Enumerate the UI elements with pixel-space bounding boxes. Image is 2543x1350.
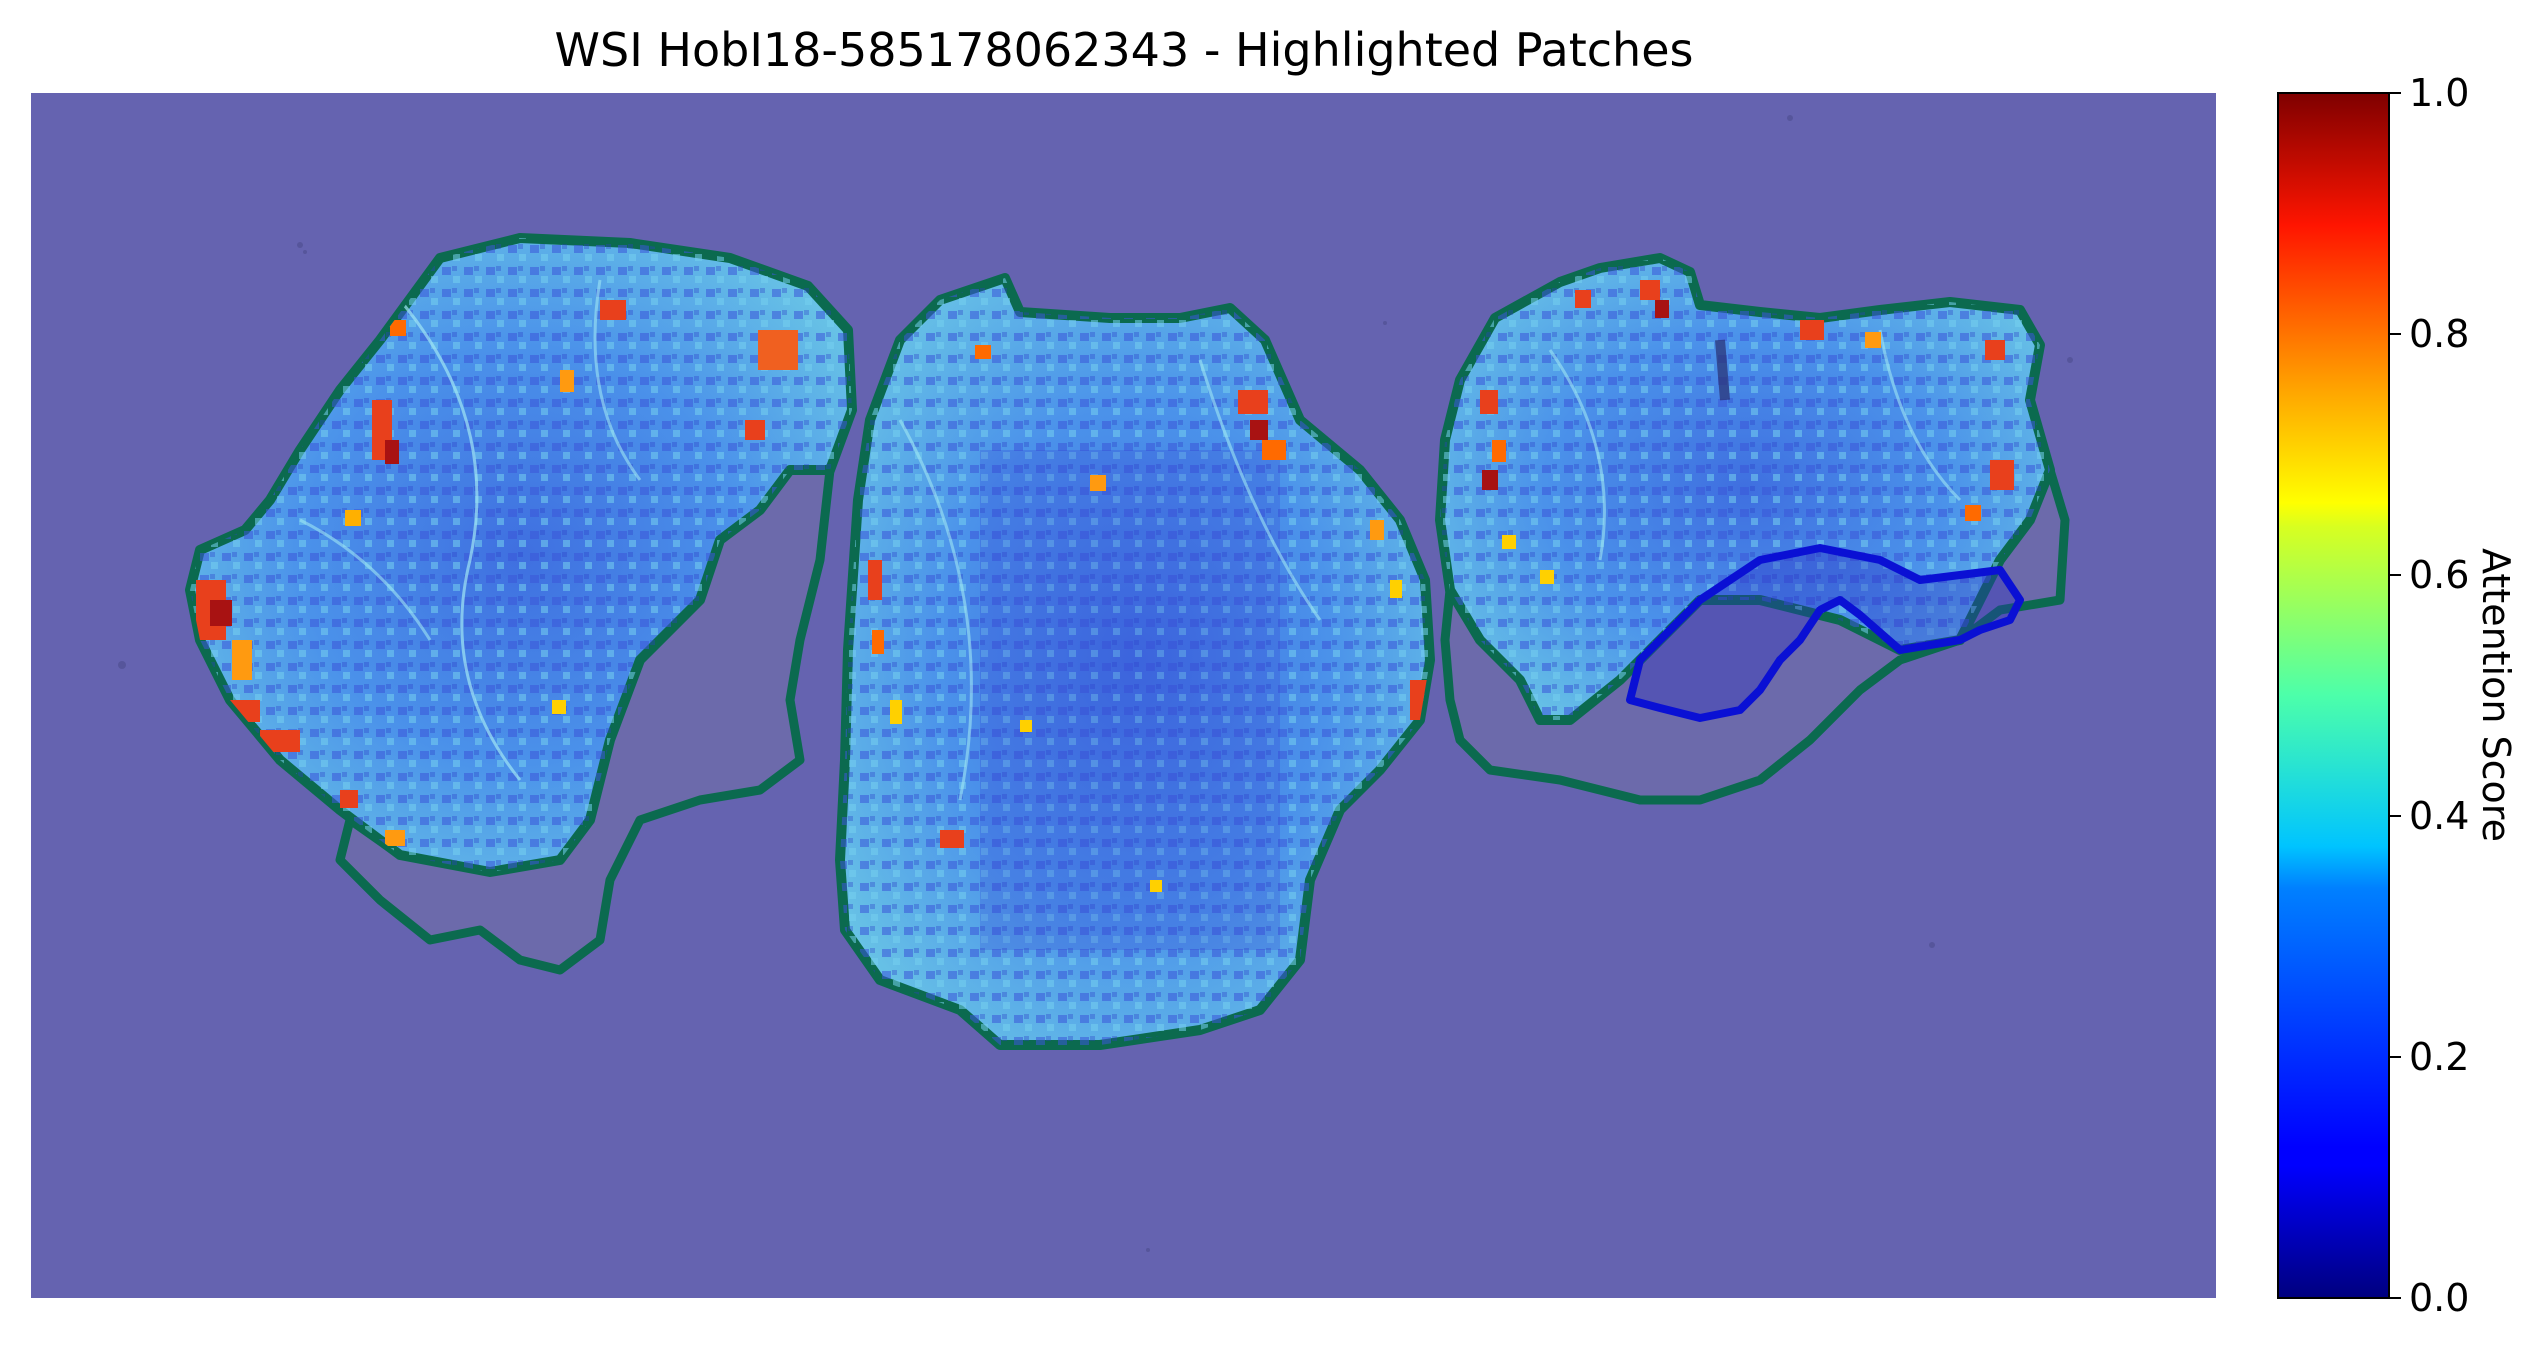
colorbar-tick-label: 0.6	[2409, 553, 2469, 597]
colorbar-gradient	[2277, 92, 2390, 1299]
colorbar: 0.0 0.2 0.4 0.6 0.8 1.0 Attention Score	[2277, 71, 2518, 1320]
colorbar-tick-label: 0.2	[2409, 1035, 2469, 1079]
left-attention-hotspots	[196, 300, 798, 846]
figure-title: WSI HobI18-585178062343 - Highlighted Pa…	[555, 23, 1694, 77]
colorbar-label: Attention Score	[2474, 548, 2518, 842]
colorbar-ticks: 0.0 0.2 0.4 0.6 0.8 1.0	[2389, 71, 2469, 1320]
right-tissue-section	[1435, 253, 2070, 805]
slide-image-panel	[31, 93, 2216, 1298]
colorbar-tick-label: 0.8	[2409, 312, 2469, 356]
middle-attention-hotspots	[868, 345, 1428, 892]
right-low-attention-region	[1626, 544, 2024, 722]
colorbar-tick-label: 0.4	[2409, 794, 2469, 838]
debris-marks	[118, 115, 2073, 1252]
colorbar-tick-label: 0.0	[2409, 1276, 2469, 1320]
colorbar-tick-label: 1.0	[2409, 71, 2469, 115]
right-attention-hotspots	[1480, 280, 2014, 584]
